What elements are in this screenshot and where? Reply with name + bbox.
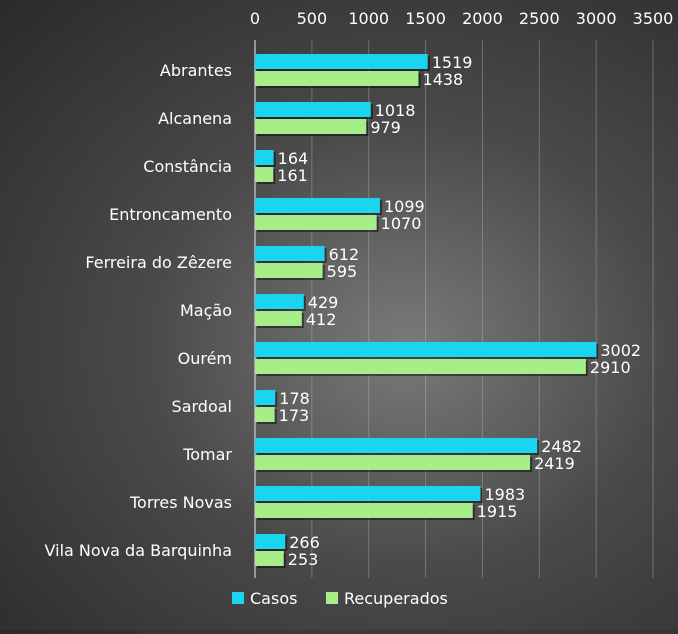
data-label: 595 — [327, 262, 358, 281]
category-label: Mação — [180, 301, 232, 320]
data-label: 1099 — [384, 197, 425, 216]
data-label: 1018 — [375, 101, 416, 120]
category-label: Vila Nova da Barquinha — [45, 541, 232, 560]
bar-casos — [255, 438, 538, 453]
bar-recuperados — [255, 503, 473, 518]
data-label: 429 — [308, 293, 339, 312]
legend-label: Recuperados — [344, 589, 448, 608]
data-label: 3002 — [600, 341, 641, 360]
bar-recuperados — [255, 167, 274, 182]
category-label: Sardoal — [172, 397, 232, 416]
bar-recuperados — [255, 551, 284, 566]
data-label: 266 — [289, 533, 320, 552]
data-label: 1519 — [432, 53, 473, 72]
category-label: Entroncamento — [109, 205, 232, 224]
legend-swatch — [326, 592, 338, 604]
data-label: 2419 — [534, 454, 575, 473]
bar-casos — [255, 342, 597, 357]
data-label: 164 — [278, 149, 309, 168]
data-label: 178 — [279, 389, 310, 408]
legend-label: Casos — [250, 589, 297, 608]
bar-recuperados — [255, 407, 275, 422]
category-label: Abrantes — [160, 61, 232, 80]
data-label: 173 — [279, 406, 310, 425]
category-label: Torres Novas — [129, 493, 232, 512]
bar-casos — [255, 534, 286, 549]
data-label: 2482 — [541, 437, 582, 456]
data-label: 1438 — [423, 70, 464, 89]
x-tick-label: 0 — [250, 9, 260, 28]
data-label: 253 — [288, 550, 319, 569]
bar-casos — [255, 486, 481, 501]
x-tick-label: 1000 — [348, 9, 389, 28]
bar-casos — [255, 150, 274, 165]
category-label: Tomar — [182, 445, 232, 464]
bar-casos — [255, 198, 380, 213]
data-label: 1070 — [381, 214, 422, 233]
bar-recuperados — [255, 263, 323, 278]
x-tick-label: 2500 — [519, 9, 560, 28]
x-tick-label: 2000 — [462, 9, 503, 28]
x-tick-label: 1500 — [405, 9, 446, 28]
data-label: 2910 — [590, 358, 631, 377]
bar-recuperados — [255, 311, 302, 326]
bar-casos — [255, 246, 325, 261]
bar-recuperados — [255, 71, 419, 86]
bar-casos — [255, 390, 276, 405]
legend-swatch — [232, 592, 244, 604]
bar-casos — [255, 102, 371, 117]
bar-recuperados — [255, 215, 377, 230]
data-label: 979 — [370, 118, 401, 137]
bar-recuperados — [255, 359, 586, 374]
x-tick-label: 3000 — [576, 9, 617, 28]
data-label: 1915 — [477, 502, 518, 521]
category-label: Ourém — [178, 349, 232, 368]
bar-recuperados — [255, 455, 531, 470]
bar-casos — [255, 54, 428, 69]
category-label: Constância — [143, 157, 232, 176]
category-label: Alcanena — [158, 109, 232, 128]
bar-recuperados — [255, 119, 367, 134]
bar-casos — [255, 294, 304, 309]
x-tick-label: 3500 — [633, 9, 674, 28]
data-label: 1983 — [484, 485, 525, 504]
x-tick-label: 500 — [297, 9, 328, 28]
data-label: 412 — [306, 310, 337, 329]
data-label: 161 — [277, 166, 308, 185]
category-label: Ferreira do Zêzere — [85, 253, 232, 272]
data-label: 612 — [329, 245, 360, 264]
